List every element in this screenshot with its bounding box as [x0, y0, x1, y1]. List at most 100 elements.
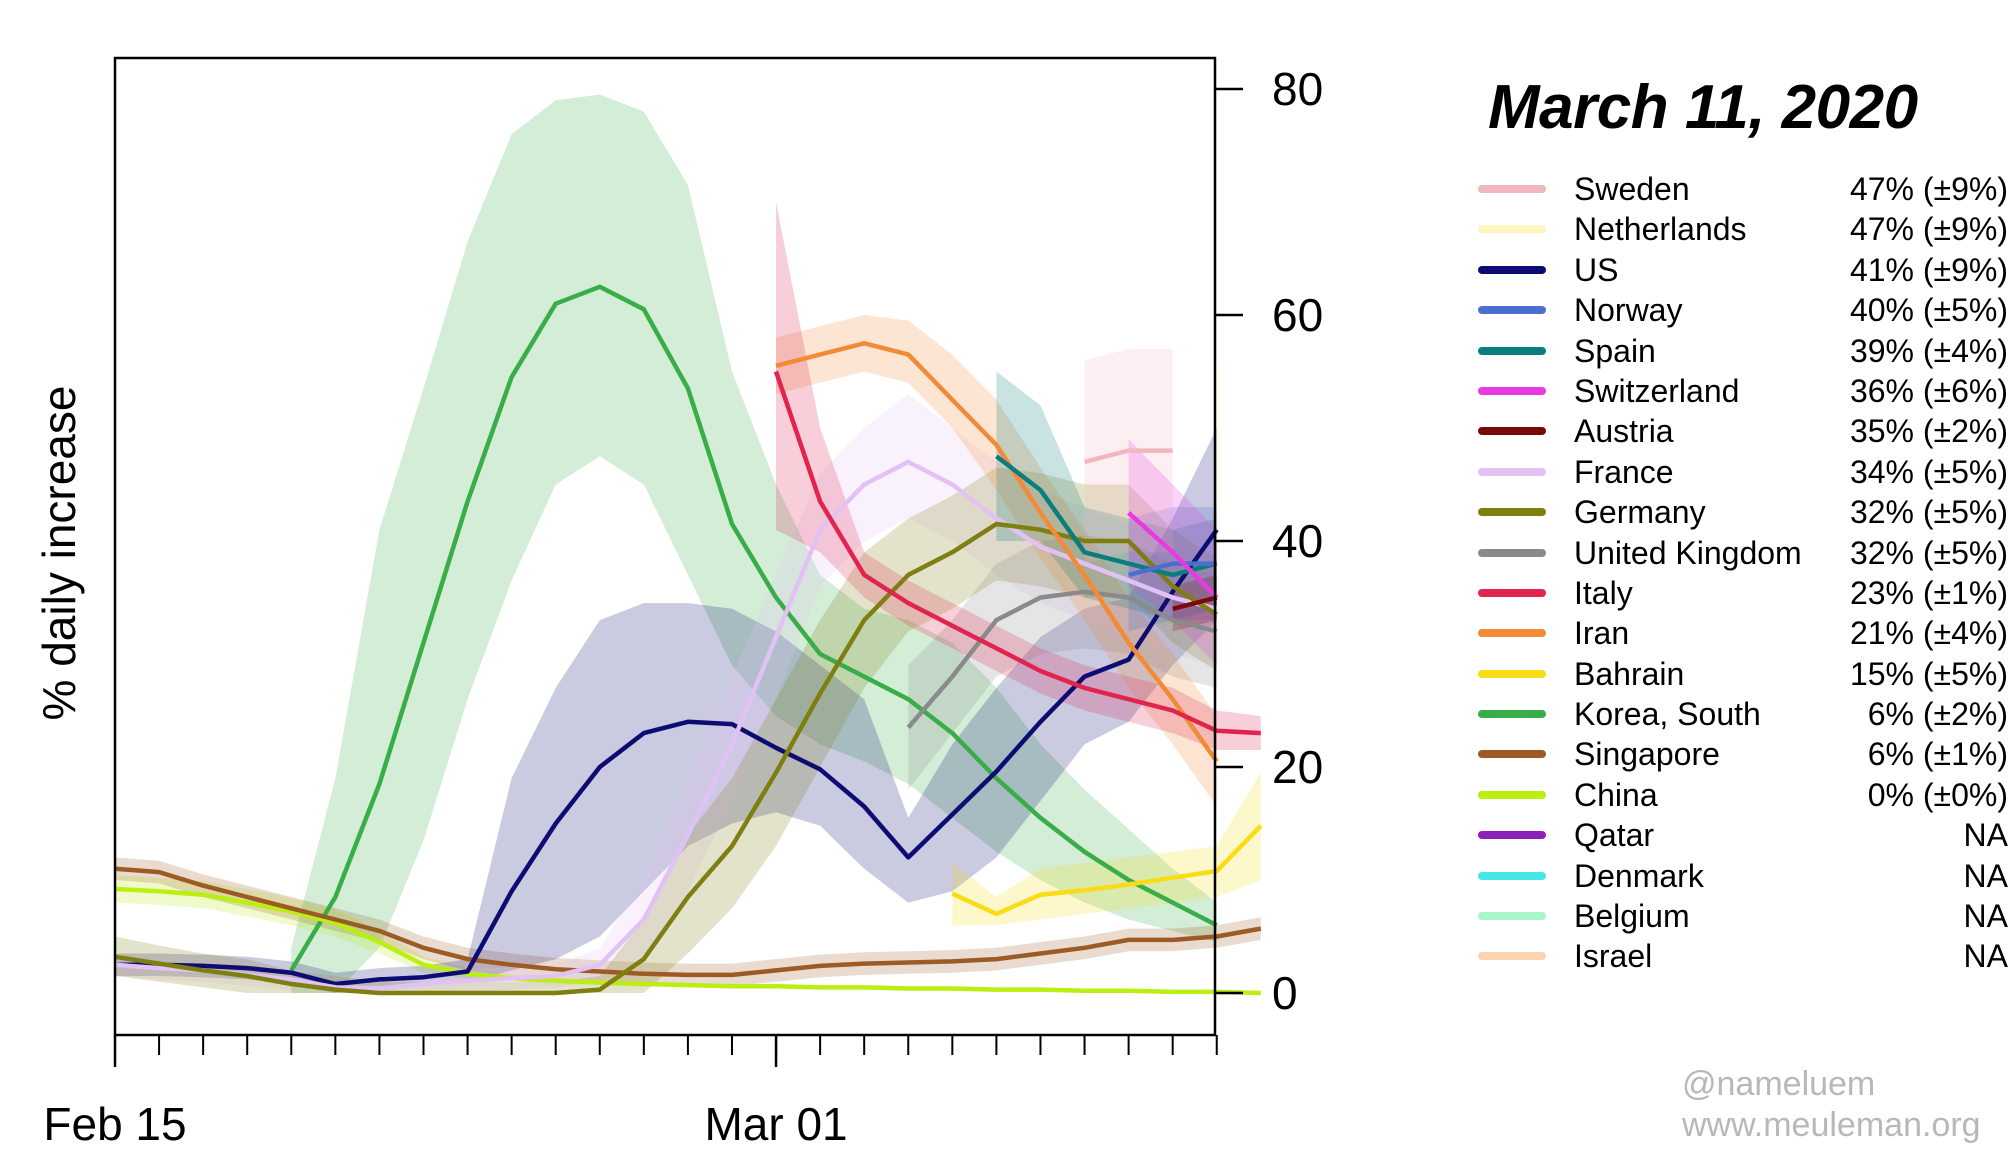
legend-swatch: [1478, 710, 1546, 719]
y-tick-label: 40: [1272, 515, 1323, 567]
legend-swatch: [1478, 912, 1546, 921]
y-tick-label: 60: [1272, 289, 1323, 341]
band-netherlands: [1213, 360, 1220, 564]
legend-label: Singapore: [1574, 736, 1720, 773]
line-germany: [114, 521, 1219, 996]
legend-swatch: [1478, 467, 1546, 476]
legend-swatch: [1478, 952, 1546, 961]
legend-item-bahrain: Bahrain 15% (±5%): [1478, 654, 2008, 694]
legend-item-korea-south: Korea, South 6% (±2%): [1478, 694, 2008, 734]
legend-value: 34% (±5%): [1849, 453, 2008, 490]
legend-item-switzerland: Switzerland 36% (±6%): [1478, 371, 2008, 411]
legend-label: France: [1574, 453, 1674, 490]
legend-item-united-kingdom: United Kingdom 32% (±5%): [1478, 533, 2008, 573]
legend-value: NA: [1963, 898, 2008, 935]
legend-swatch: [1478, 750, 1546, 759]
chart-title: March 11, 2020: [1488, 73, 1918, 142]
legend-value: 39% (±4%): [1849, 332, 2008, 369]
x-tick-label: Mar 01: [704, 1098, 847, 1150]
credit: @nameluem www.meuleman.org: [1682, 1064, 1981, 1146]
legend-swatch: [1478, 185, 1546, 193]
confidence-bands: [115, 94, 1261, 994]
legend-label: Qatar: [1574, 817, 1655, 854]
legend-swatch: [1478, 427, 1546, 436]
legend-label: Switzerland: [1574, 372, 1740, 409]
legend-swatch: [1478, 871, 1546, 880]
legend-swatch: [1478, 225, 1546, 234]
legend-item-france: France 34% (±5%): [1478, 452, 2008, 492]
legend-label: United Kingdom: [1574, 534, 1802, 571]
band-us: [115, 428, 1217, 993]
legend-swatch: [1478, 831, 1546, 840]
line-united-kingdom: [906, 589, 1218, 729]
legend-label: Austria: [1574, 413, 1674, 450]
legend-swatch: [1478, 588, 1546, 597]
legend-swatch: [1478, 508, 1546, 517]
legend-item-china: China 0% (±0%): [1478, 775, 2008, 815]
legend-value: 40% (±5%): [1849, 292, 2008, 329]
legend-item-spain: Spain 39% (±4%): [1478, 331, 2008, 371]
legend-item-netherlands: Netherlands 47% (±9%): [1478, 209, 2008, 249]
legend-label: Bahrain: [1574, 655, 1685, 692]
line-france: [114, 459, 1218, 991]
legend-label: Belgium: [1574, 898, 1690, 935]
legend-value: NA: [1963, 817, 2008, 854]
legend-item-italy: Italy 23% (±1%): [1478, 573, 2008, 613]
legend-label: Norway: [1574, 292, 1683, 329]
legend-value: 23% (±1%): [1849, 574, 2008, 611]
legend-value: 32% (±5%): [1849, 494, 2008, 531]
line-austria: [1172, 595, 1218, 611]
band-singapore: [115, 857, 1261, 987]
legend-swatch: [1478, 306, 1546, 315]
band-united-kingdom: [908, 535, 1217, 790]
legend-label: Israel: [1574, 938, 1653, 975]
line-singapore: [114, 866, 1262, 978]
legend-item-belgium: Belgium NA: [1478, 896, 2008, 936]
legend-item-sweden: Sweden 47% (±9%): [1478, 169, 2008, 209]
legend-rows: Sweden 47% (±9%) Netherlands 47% (±9%) US 41%…: [1478, 169, 2008, 977]
credit-site: www.meuleman.org: [1682, 1106, 1981, 1144]
legend-value: 36% (±6%): [1849, 372, 2008, 409]
legend-label: Korea, South: [1574, 696, 1761, 733]
legend-value: 15% (±5%): [1849, 655, 2008, 692]
legend-value: 35% (±2%): [1849, 413, 2008, 450]
legend-label: Denmark: [1574, 857, 1704, 894]
legend-swatch: [1478, 548, 1546, 557]
legend-value: NA: [1963, 857, 2008, 894]
legend-item-qatar: Qatar NA: [1478, 815, 2008, 855]
band-bahrain: [952, 772, 1261, 926]
legend-value: 32% (±5%): [1849, 534, 2008, 571]
legend-item-denmark: Denmark NA: [1478, 856, 2008, 896]
legend: March 11, 2020 Sweden 47% (±9%) Netherland…: [1478, 72, 2008, 977]
legend-swatch: [1478, 386, 1546, 395]
y-axis: 0 20 40 60 80: [1215, 63, 1323, 1019]
band-china: [115, 875, 1261, 993]
legend-label: US: [1574, 251, 1619, 288]
line-korea-south: [289, 284, 1218, 972]
line-us: [115, 528, 1219, 987]
legend-label: Netherlands: [1574, 211, 1747, 248]
legend-label: Germany: [1574, 494, 1706, 531]
legend-value: 6% (±2%): [1867, 696, 2008, 733]
legend-label: Italy: [1574, 574, 1633, 611]
legend-label: Sweden: [1574, 171, 1690, 207]
band-germany: [115, 467, 1217, 993]
line-iran: [775, 341, 1219, 763]
legend-item-iran: Iran 21% (±4%): [1478, 613, 2008, 653]
legend-item-norway: Norway 40% (±5%): [1478, 290, 2008, 330]
y-tick-label: 80: [1272, 63, 1323, 115]
band-italy: [776, 202, 1261, 750]
line-sweden: [1083, 448, 1173, 465]
y-axis-title: % daily increase: [33, 386, 85, 721]
legend-value: 47% (±9%): [1849, 211, 2008, 248]
legend-value: 41% (±9%): [1849, 251, 2008, 288]
x-axis: Feb 15 Mar 01: [43, 1035, 1218, 1150]
line-italy: [773, 370, 1261, 736]
legend-item-austria: Austria 35% (±2%): [1478, 411, 2008, 451]
x-tick-label: Feb 15: [43, 1098, 186, 1150]
legend-item-singapore: Singapore 6% (±1%): [1478, 734, 2008, 774]
legend-value: 21% (±4%): [1849, 615, 2008, 652]
legend-item-us: US 41% (±9%): [1478, 250, 2008, 290]
band-spain: [996, 371, 1217, 621]
